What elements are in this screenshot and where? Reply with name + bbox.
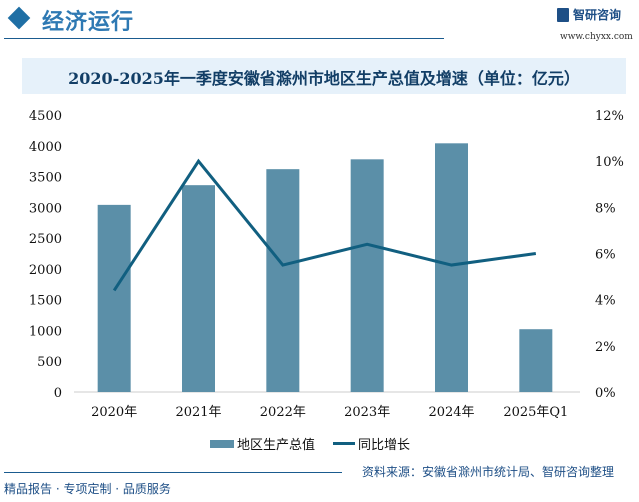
brand-name: 智研咨询	[573, 8, 622, 22]
bar	[350, 159, 384, 392]
logo-icon	[557, 7, 569, 22]
legend-item-gdp: 地区生产总值	[210, 434, 315, 453]
left-tick-label: 2000	[29, 263, 62, 278]
x-tick-label: 2021年	[175, 405, 221, 420]
x-tick-label: 2023年	[344, 405, 390, 420]
right-tick-label: 4%	[595, 294, 616, 309]
x-tick-label: 2024年	[428, 405, 474, 420]
left-tick-label: 4500	[29, 109, 62, 124]
right-tick-label: 12%	[595, 109, 624, 124]
bar	[97, 204, 131, 392]
left-tick-label: 3000	[29, 201, 62, 216]
right-tick-label: 10%	[595, 155, 624, 170]
footer-slogan: 精品报告 · 专项定制 · 品质服务	[4, 482, 171, 496]
growth-line	[112, 158, 537, 292]
legend-label: 同比增长	[358, 438, 411, 453]
legend-label: 地区生产总值	[237, 438, 316, 453]
right-tick-label: 2%	[595, 340, 616, 355]
left-tick-label: 3500	[29, 171, 62, 186]
brand-logo: 智研咨询	[557, 6, 621, 23]
section-title: 经济运行	[42, 10, 135, 35]
x-tick-label: 2020年	[91, 405, 137, 420]
left-tick-label: 1500	[29, 294, 62, 309]
left-tick-label: 0	[54, 386, 62, 401]
chart-title: 2020-2025年一季度安徽省滁州市地区生产总值及增速（单位：亿元）	[68, 69, 580, 88]
chart-title-box: 2020-2025年一季度安徽省滁州市地区生产总值及增速（单位：亿元）	[22, 58, 626, 94]
right-tick-label: 8%	[595, 201, 616, 216]
header-divider	[4, 38, 444, 39]
x-tick-label: 2022年	[260, 405, 306, 420]
left-tick-label: 500	[37, 355, 62, 370]
left-tick-label: 2500	[29, 232, 62, 247]
footer-divider	[4, 472, 342, 473]
source-note: 资料来源：安徽省滁州市统计局、智研咨询整理	[362, 465, 615, 479]
legend-item-growth: 同比增长	[333, 434, 410, 453]
brand-url: www.chyxx.com	[560, 32, 633, 42]
x-tick-label: 2025年Q1	[503, 405, 568, 420]
left-tick-label: 1000	[29, 324, 62, 339]
legend-swatch-line	[333, 442, 356, 445]
bar	[266, 169, 300, 392]
right-tick-label: 6%	[595, 248, 616, 263]
legend: 地区生产总值 同比增长	[210, 434, 410, 453]
bar	[519, 329, 553, 392]
right-tick-label: 0%	[595, 386, 616, 401]
bar	[435, 143, 468, 392]
legend-swatch-bar	[210, 439, 234, 448]
left-tick-label: 4000	[29, 140, 62, 155]
bar	[182, 185, 215, 392]
